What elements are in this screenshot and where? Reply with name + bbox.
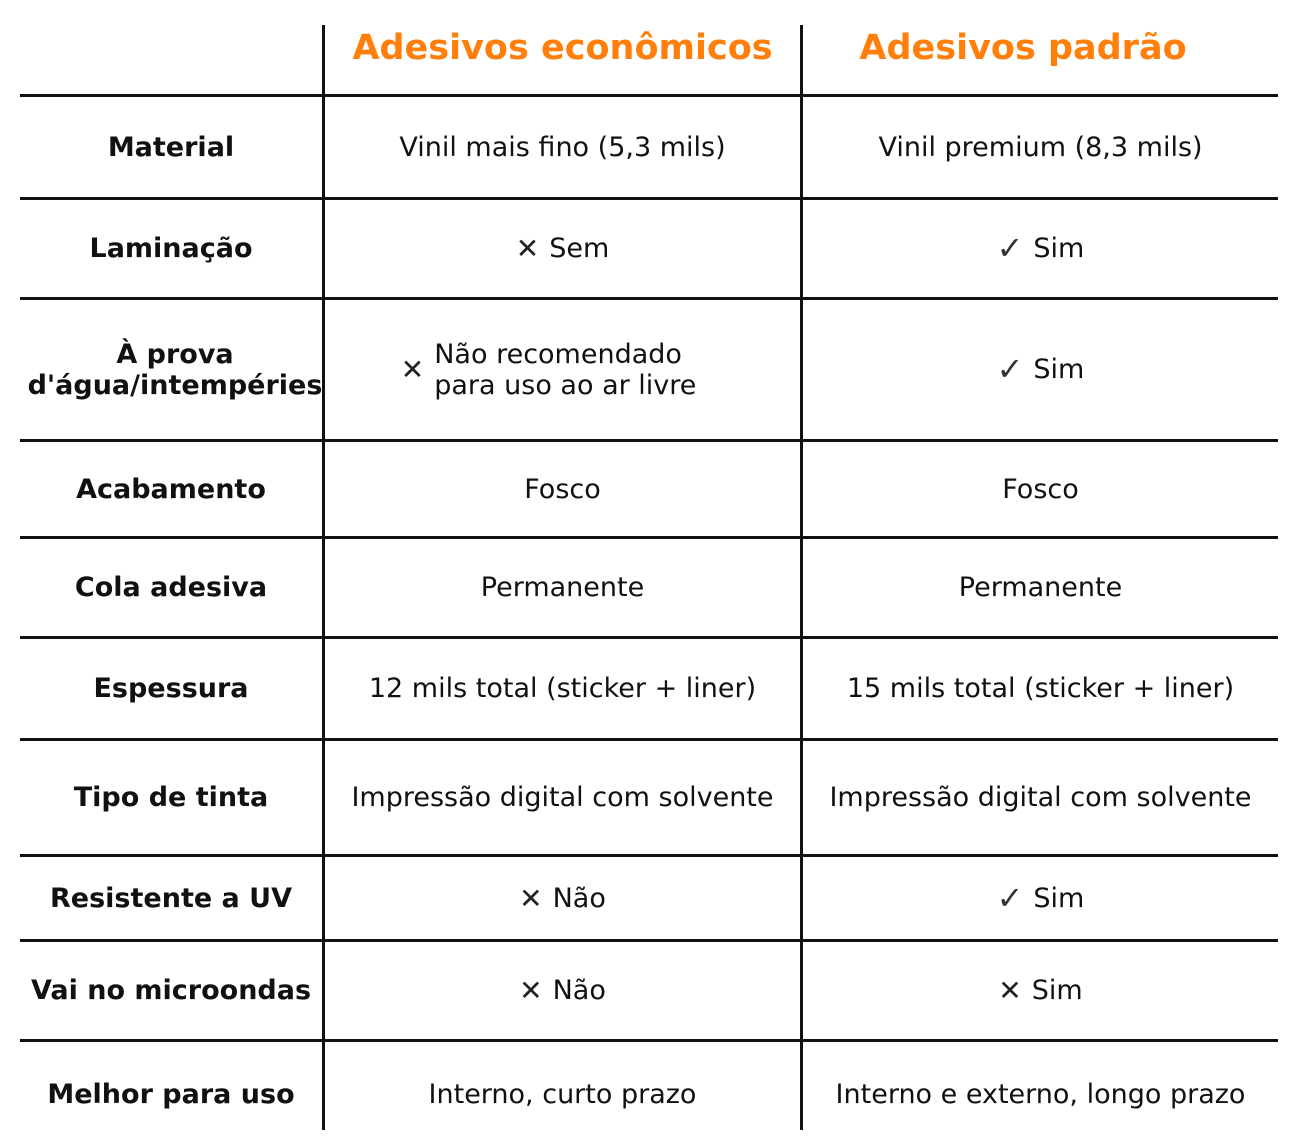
x-icon: ✕ — [515, 232, 540, 265]
standard-cell: Vinil premium (8,3 mils) — [803, 97, 1278, 197]
x-icon: ✕ — [400, 353, 425, 386]
row-divider — [20, 939, 1278, 942]
cell-text: Sim — [1033, 882, 1085, 914]
row-label: Espessura — [93, 673, 249, 704]
standard-cell: Fosco — [803, 442, 1278, 536]
row-divider — [20, 854, 1278, 857]
standard-cell: Interno e externo, longo prazo — [803, 1042, 1278, 1147]
economic-cell: ✕ Não — [325, 857, 800, 939]
cell-text: Não — [552, 882, 606, 914]
cell-text: Impressão digital com solvente — [829, 782, 1252, 813]
standard-cell: Impressão digital com solvente — [803, 741, 1278, 854]
column-header-economic: Adesivos econômicos — [352, 27, 773, 68]
cell-text: 15 mils total (sticker + liner) — [846, 673, 1235, 704]
economic-cell: Permanente — [325, 539, 800, 636]
economic-cell: Impressão digital com solvente — [325, 741, 800, 854]
standard-cell: ✓ Sim — [803, 857, 1278, 939]
cell-text: Vinil mais fino (5,3 mils) — [399, 131, 726, 163]
cell-text: Permanente — [480, 572, 645, 603]
cell-text: Interno, curto prazo — [428, 1079, 697, 1110]
cell-text: Não — [552, 975, 606, 1006]
row-label: Cola adesiva — [74, 572, 268, 603]
check-icon: ✓ — [996, 229, 1024, 267]
standard-cell: ✓ Sim — [803, 200, 1278, 297]
standard-cell: ✓ Sim — [803, 300, 1278, 439]
row-divider — [20, 738, 1278, 741]
row-label: Resistente a UV — [50, 882, 292, 914]
row-divider — [20, 197, 1278, 200]
x-icon: ✕ — [519, 881, 543, 915]
column-divider — [800, 25, 803, 1130]
row-divider — [20, 1039, 1278, 1042]
row-label: Acabamento — [76, 473, 266, 505]
row-divider — [20, 636, 1278, 639]
row-divider — [20, 297, 1278, 300]
row-divider — [20, 94, 1278, 97]
economic-cell: Vinil mais fino (5,3 mils) — [325, 97, 800, 197]
x-icon: ✕ — [519, 974, 543, 1007]
row-label: Melhor para uso — [47, 1079, 295, 1110]
column-divider — [322, 25, 325, 1130]
cell-text: Não recomendado para uso ao ar livre — [434, 338, 697, 401]
economic-cell: ✕ Não recomendado para uso ao ar livre — [325, 300, 800, 439]
cell-text: Vinil premium (8,3 mils) — [878, 131, 1203, 163]
standard-cell: 15 mils total (sticker + liner) — [803, 639, 1278, 738]
row-label: Material — [107, 131, 235, 163]
row-label: Laminação — [89, 233, 253, 264]
economic-cell: ✕ Não — [325, 942, 800, 1039]
cell-text: Interno e externo, longo prazo — [835, 1079, 1246, 1110]
standard-cell: ✕ Sim — [803, 942, 1278, 1039]
check-icon: ✓ — [996, 350, 1024, 388]
standard-cell: Permanente — [803, 539, 1278, 636]
cell-text: Permanente — [958, 572, 1123, 603]
row-divider — [20, 536, 1278, 539]
cell-text: Fosco — [1002, 473, 1079, 505]
economic-cell: 12 mils total (sticker + liner) — [325, 639, 800, 738]
cell-text: Sem — [549, 233, 610, 264]
row-label: Tipo de tinta — [73, 782, 269, 813]
x-icon: ✕ — [998, 974, 1022, 1007]
cell-text: Sim — [1033, 233, 1085, 264]
cell-text: Sim — [1031, 975, 1083, 1006]
economic-cell: Fosco — [325, 442, 800, 536]
column-header-standard: Adesivos padrão — [859, 27, 1187, 68]
cell-text: Sim — [1033, 354, 1085, 385]
economic-cell: Interno, curto prazo — [325, 1042, 800, 1147]
cell-text: 12 mils total (sticker + liner) — [368, 673, 757, 704]
row-label: À prova d'água/intempéries — [27, 338, 323, 401]
row-divider — [20, 439, 1278, 442]
check-icon: ✓ — [996, 878, 1024, 917]
cell-text: Impressão digital com solvente — [351, 782, 774, 813]
economic-cell: ✕ Sem — [325, 200, 800, 297]
cell-text: Fosco — [524, 473, 601, 505]
row-label: Vai no microondas — [30, 975, 312, 1006]
